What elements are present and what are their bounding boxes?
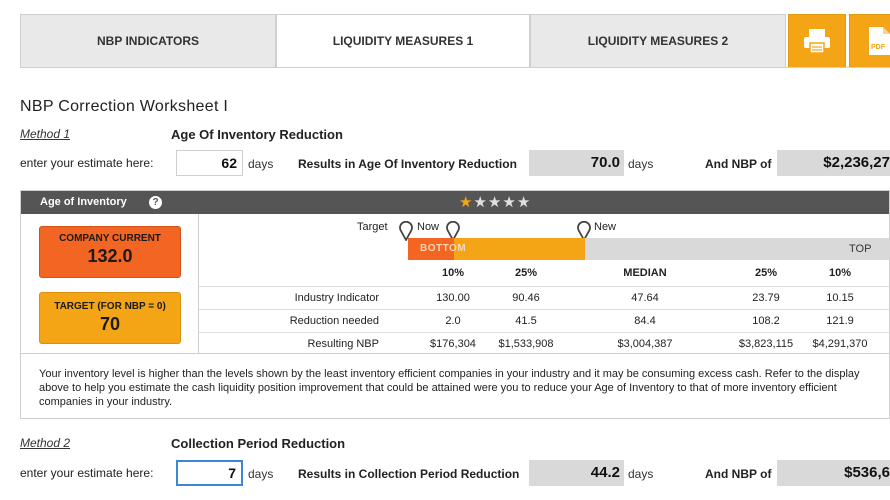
star-icon: ★ <box>459 194 474 211</box>
star-icon: ★ <box>516 194 532 211</box>
method-1-estimate-label: enter your estimate here: <box>20 156 154 170</box>
divider <box>199 332 890 333</box>
tab-liquidity-measures-2[interactable]: LIQUIDITY MEASURES 2 <box>530 14 786 68</box>
pdf-button[interactable]: PDF <box>849 14 890 68</box>
table-cell: $176,304 <box>430 338 476 350</box>
table-cell: 130.00 <box>436 292 470 304</box>
column-header: 25% <box>514 267 538 279</box>
tab-liquidity-measures-1[interactable]: LIQUIDITY MEASURES 1 <box>276 14 530 68</box>
divider <box>199 309 890 310</box>
table-cell: $4,291,370 <box>812 338 868 350</box>
method-1-estimate-input[interactable]: 62 <box>176 150 243 176</box>
target-label: TARGET (FOR NBP = 0) <box>54 301 166 312</box>
divider <box>199 286 890 287</box>
target-value: 70 <box>99 314 121 334</box>
printer-icon <box>804 29 830 54</box>
table-cell: 47.64 <box>631 292 659 304</box>
method-2-nbp-label: And NBP of <box>705 467 772 481</box>
table-cell: 10.15 <box>826 292 854 304</box>
new-marker-label: New <box>594 221 617 233</box>
table-cell: 90.46 <box>512 292 540 304</box>
age-of-inventory-panel: Age of Inventory ? ★★★★★ COMPANY CURRENT… <box>20 190 890 419</box>
star-icon: ★ <box>487 194 503 211</box>
help-icon[interactable]: ? <box>149 196 162 209</box>
target-marker-label: Target <box>357 221 388 233</box>
column-header: 10% <box>441 267 465 279</box>
method-1-results-days: days <box>628 157 654 171</box>
method-1-results-value: 70.0 <box>529 150 624 176</box>
tab-nbp-indicators[interactable]: NBP INDICATORS <box>20 14 276 68</box>
method-1-nbp-value: $2,236,27 <box>777 150 890 176</box>
page-title: NBP Correction Worksheet I <box>20 98 229 115</box>
method-1-heading: Age Of Inventory Reduction <box>171 127 343 142</box>
row-label-resulting-nbp: Resulting NBP <box>307 338 379 350</box>
table-cell: 121.9 <box>826 315 854 327</box>
table-cell: $3,004,387 <box>617 338 673 350</box>
table-cell: 84.4 <box>634 315 656 327</box>
method-2-results-value: 44.2 <box>529 460 624 486</box>
range-bar-bottom-segment <box>408 238 454 260</box>
star-rating: ★★★★★ <box>459 193 531 211</box>
range-bar-improvement-segment <box>454 238 585 260</box>
new-pin-icon <box>577 221 591 241</box>
row-label-reduction-needed: Reduction needed <box>289 315 379 327</box>
table-cell: 23.79 <box>752 292 780 304</box>
table-cell: 2.0 <box>445 315 461 327</box>
method-2-results-days: days <box>628 467 654 481</box>
target-pin-icon <box>399 221 413 241</box>
now-pin-icon <box>446 221 460 241</box>
method-2-nbp-value: $536,6 <box>777 460 890 486</box>
table-cell: 108.2 <box>752 315 780 327</box>
pdf-icon: PDF <box>869 27 890 55</box>
method-2-heading: Collection Period Reduction <box>171 436 346 451</box>
column-header: MEDIAN <box>623 267 667 279</box>
print-button[interactable] <box>788 14 846 68</box>
method-2-estimate-input[interactable]: 7 <box>176 460 243 486</box>
bar-top-label: TOP <box>849 243 872 255</box>
method-1-days-label: days <box>248 157 274 171</box>
table-cell: $3,823,115 <box>738 338 794 350</box>
method-2-days-label: days <box>248 467 274 481</box>
table-cell: $1,533,908 <box>498 338 554 350</box>
bar-bottom-label: BOTTOM <box>420 243 467 254</box>
panel-note: Your inventory level is higher than the … <box>21 353 889 420</box>
column-header: 10% <box>828 267 852 279</box>
method-1-results-label: Results in Age Of Inventory Reduction <box>298 157 517 171</box>
svg-text:PDF: PDF <box>871 44 886 51</box>
company-current-label: COMPANY CURRENT <box>59 233 161 244</box>
star-icon: ★ <box>502 194 517 211</box>
tab-bar: NBP INDICATORS LIQUIDITY MEASURES 1 LIQU… <box>20 14 890 68</box>
method-2-estimate-label: enter your estimate here: <box>20 466 154 480</box>
tab-divider <box>20 67 890 68</box>
column-header: 25% <box>754 267 778 279</box>
method-2-results-label: Results in Collection Period Reduction <box>298 467 520 481</box>
method-1-nbp-label: And NBP of <box>705 157 772 171</box>
method-2-link[interactable]: Method 2 <box>20 436 71 450</box>
panel-header: Age of Inventory ? ★★★★★ <box>21 191 889 214</box>
company-current-card: COMPANY CURRENT 132.0 <box>39 226 181 278</box>
target-card: TARGET (FOR NBP = 0) 70 <box>39 292 181 344</box>
kpi-column: COMPANY CURRENT 132.0 TARGET (FOR NBP = … <box>21 214 199 353</box>
star-icon: ★ <box>473 194 488 211</box>
row-label-industry-indicator: Industry Indicator <box>294 292 379 304</box>
panel-title: Age of Inventory <box>40 196 127 208</box>
table-cell: 41.5 <box>515 315 537 327</box>
method-1-link[interactable]: Method 1 <box>20 127 71 141</box>
now-marker-label: Now <box>417 221 440 233</box>
company-current-value: 132.0 <box>87 246 133 266</box>
